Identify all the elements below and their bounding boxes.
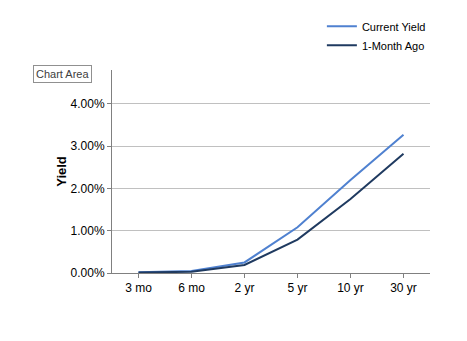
- svg-text:Current Yield: Current Yield: [362, 21, 426, 33]
- svg-text:30 yr: 30 yr: [390, 281, 417, 295]
- svg-text:4.00%: 4.00%: [71, 97, 105, 111]
- svg-text:1.00%: 1.00%: [71, 224, 105, 238]
- svg-text:1-Month Ago: 1-Month Ago: [362, 40, 424, 52]
- svg-text:3 mo: 3 mo: [125, 281, 152, 295]
- svg-text:Chart Area: Chart Area: [36, 68, 89, 80]
- svg-text:0.00%: 0.00%: [71, 266, 105, 280]
- svg-text:2.00%: 2.00%: [71, 182, 105, 196]
- svg-text:5 yr: 5 yr: [287, 281, 307, 295]
- svg-text:3.00%: 3.00%: [71, 139, 105, 153]
- svg-text:2 yr: 2 yr: [234, 281, 254, 295]
- svg-text:10 yr: 10 yr: [337, 281, 364, 295]
- svg-text:Yield: Yield: [54, 156, 69, 187]
- svg-text:6 mo: 6 mo: [178, 281, 205, 295]
